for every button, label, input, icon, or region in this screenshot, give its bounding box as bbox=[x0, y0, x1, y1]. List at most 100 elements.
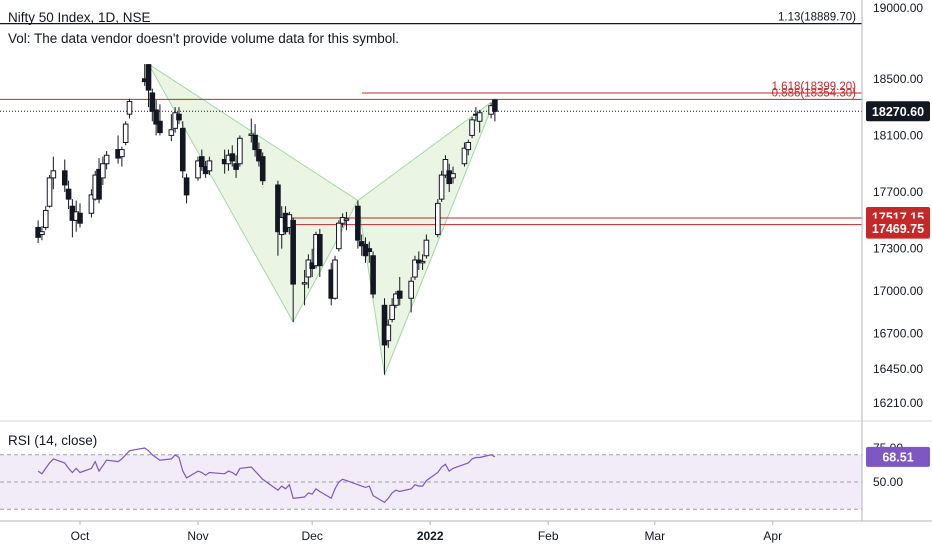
candle-body-down bbox=[65, 188, 72, 200]
fib-labels: 1.13(18889.70) 1.618(18399.20)0.886(18354… bbox=[772, 12, 857, 100]
candle-body-down bbox=[366, 248, 373, 253]
candle-body-up bbox=[100, 163, 106, 179]
candle bbox=[168, 114, 175, 142]
candle-body-up bbox=[103, 154, 110, 165]
candle-body-down bbox=[252, 134, 258, 151]
candle-body-up bbox=[412, 259, 418, 278]
candle-body-down bbox=[77, 212, 83, 224]
candle-body-down bbox=[492, 99, 498, 112]
candle-body-up bbox=[465, 141, 472, 151]
candle-body-up bbox=[450, 173, 456, 179]
candle bbox=[366, 241, 373, 263]
candle bbox=[61, 159, 68, 193]
candle-body-up bbox=[50, 170, 57, 179]
time-tick-label: 2022 bbox=[417, 529, 444, 543]
candle-body-up bbox=[172, 112, 178, 129]
candle-body-up bbox=[206, 160, 213, 172]
candle bbox=[233, 155, 239, 178]
time-axis[interactable]: Oct Nov Dec 2022 Feb Mar Apr bbox=[71, 521, 782, 543]
candle-body-up bbox=[476, 112, 483, 122]
volume-note: Vol: The data vendor doesn't provide vol… bbox=[8, 31, 399, 46]
candle bbox=[476, 109, 483, 133]
candle-body-down bbox=[370, 255, 376, 295]
candle-body-up bbox=[248, 133, 255, 136]
price-tick-label: 16450.00 bbox=[873, 362, 923, 376]
candle-body-down bbox=[176, 113, 182, 121]
candle-body-down bbox=[259, 156, 266, 182]
candle-body-up bbox=[42, 209, 49, 228]
fib-level-label: 1.13(18889.70) bbox=[778, 12, 856, 24]
price-tick-label: 18100.00 bbox=[873, 128, 923, 142]
candle-body-up bbox=[393, 293, 399, 306]
candle bbox=[393, 291, 399, 309]
candle bbox=[39, 226, 45, 241]
candle-body-up bbox=[46, 177, 53, 207]
candle-body-down bbox=[233, 163, 239, 170]
candle bbox=[256, 142, 262, 167]
candle bbox=[419, 254, 426, 270]
support-marker-lower-box bbox=[866, 218, 930, 239]
candle bbox=[172, 107, 178, 133]
candle bbox=[119, 146, 125, 167]
price-tick-label: 17000.00 bbox=[873, 284, 923, 298]
candle-body-down bbox=[61, 170, 68, 186]
chart-title: Nifty 50 Index, 1D, NSE bbox=[8, 10, 151, 25]
candle-body-down bbox=[317, 234, 323, 267]
candle-body-down bbox=[256, 149, 262, 162]
candle bbox=[423, 234, 430, 259]
price-pane: 1.13(18889.70) 1.618(18399.20)0.886(18354… bbox=[0, 12, 862, 377]
rsi-title: RSI (14, close) bbox=[8, 433, 97, 448]
candle bbox=[252, 124, 258, 157]
candle-body-down bbox=[358, 241, 365, 247]
candle-body-down bbox=[199, 156, 205, 168]
candle-body-up bbox=[301, 282, 308, 285]
candle bbox=[145, 64, 152, 108]
candle-body-down bbox=[96, 168, 102, 200]
candle-body-up bbox=[237, 137, 243, 165]
candle-body-up bbox=[442, 158, 449, 176]
candle-body-down bbox=[145, 64, 152, 91]
last-price-marker: 18270.60 bbox=[866, 101, 930, 122]
time-tick-label: Dec bbox=[302, 529, 323, 543]
candle-body-up bbox=[332, 259, 338, 299]
rsi-pane bbox=[0, 447, 862, 510]
candle bbox=[206, 156, 213, 176]
candle-body-down bbox=[153, 109, 159, 125]
candle bbox=[385, 319, 392, 348]
time-tick-label: Apr bbox=[763, 529, 782, 543]
price-tick-label: 17700.00 bbox=[873, 185, 923, 199]
last-price-marker-box bbox=[866, 101, 930, 122]
candle bbox=[50, 156, 57, 190]
candle bbox=[336, 220, 342, 252]
candle-body-up bbox=[385, 324, 392, 342]
candle-body-up bbox=[122, 123, 129, 143]
candle-body-up bbox=[126, 100, 133, 115]
price-tick-label: 18500.00 bbox=[873, 72, 923, 86]
support-marker-lower-text: 17469.75 bbox=[872, 222, 924, 236]
candle-body-up bbox=[119, 149, 125, 158]
pattern-xab-triangle bbox=[148, 63, 359, 324]
candle-body-up bbox=[88, 194, 95, 214]
candle-body-down bbox=[149, 92, 156, 112]
candle bbox=[408, 276, 414, 313]
candle bbox=[153, 100, 159, 136]
candle-body-down bbox=[179, 127, 186, 172]
candle-body-up bbox=[438, 174, 445, 200]
candle bbox=[42, 206, 49, 231]
price-tick-label: 19000.00 bbox=[873, 1, 923, 15]
candle-body-down bbox=[290, 219, 296, 285]
candle-body-up bbox=[168, 129, 175, 136]
rsi-value-marker: 68.51 bbox=[866, 446, 930, 467]
price-levels bbox=[0, 23, 862, 226]
fib-level-label: 0.886(18354.30) bbox=[772, 87, 857, 99]
candle bbox=[465, 139, 472, 156]
candle-body-up bbox=[419, 260, 426, 264]
candle bbox=[435, 199, 441, 238]
candle bbox=[77, 203, 83, 228]
candle bbox=[248, 118, 255, 143]
candle bbox=[176, 107, 182, 125]
candle-body-up bbox=[423, 239, 430, 257]
candle bbox=[100, 156, 106, 185]
